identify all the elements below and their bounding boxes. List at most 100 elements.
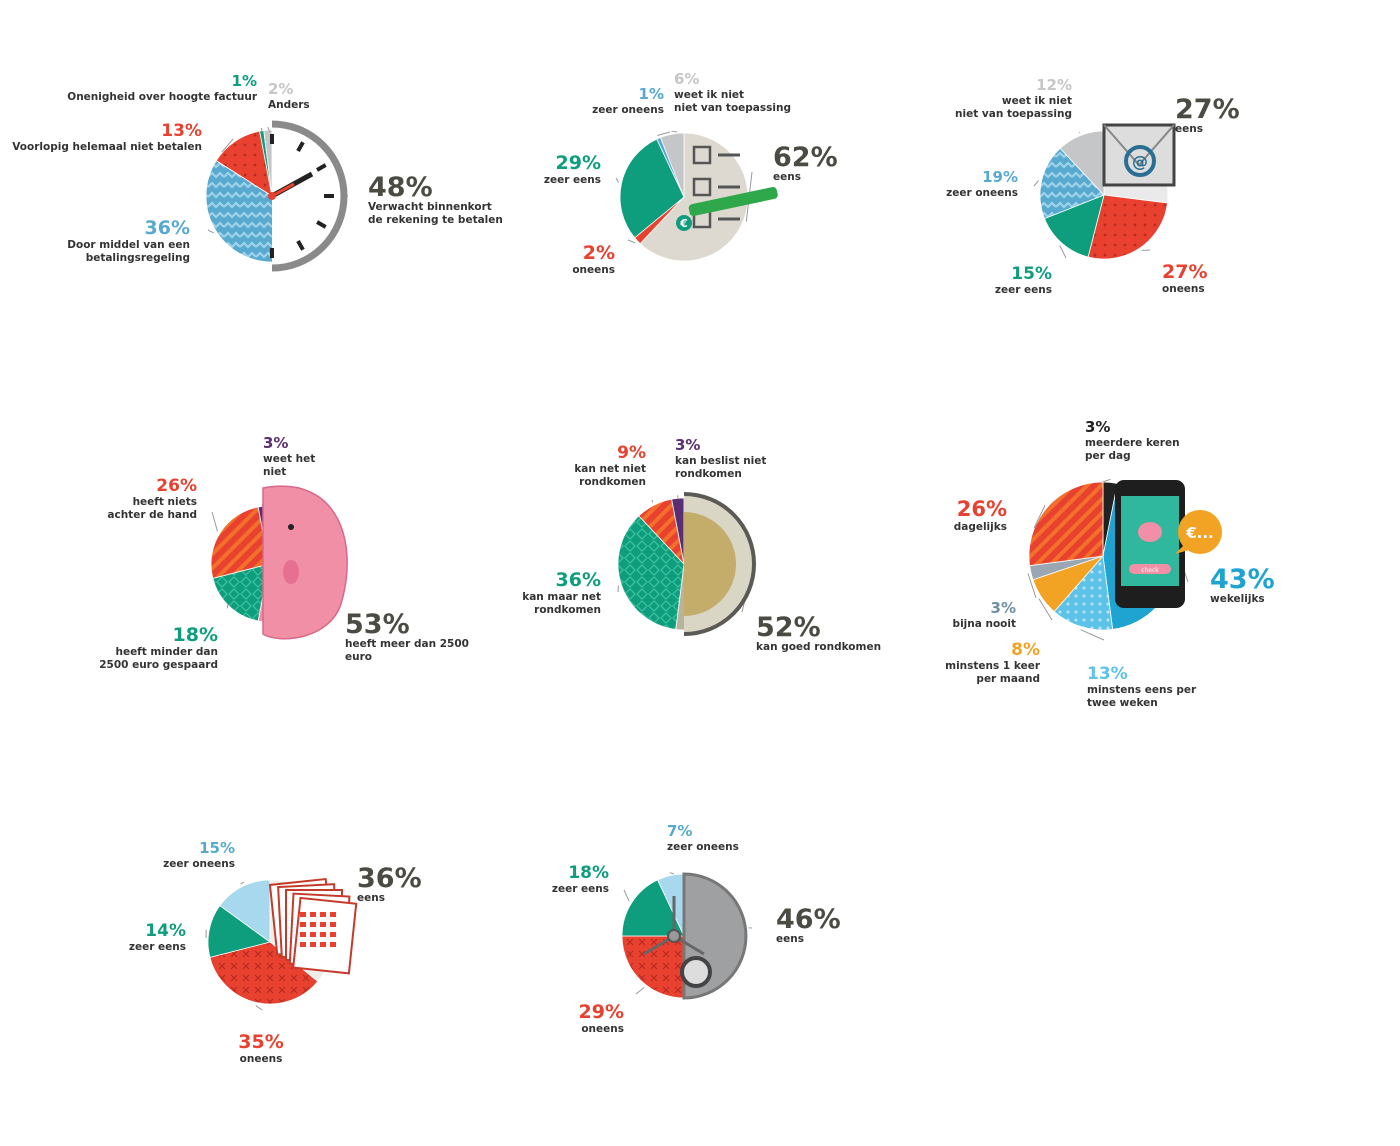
slice-percentage: 27%: [1175, 94, 1240, 125]
slice-percentage: 15%: [1011, 264, 1052, 284]
piggy-bank-icon: [262, 485, 348, 640]
slice-label: niet van toepassing: [955, 108, 1072, 120]
slice-percentage: 14%: [145, 921, 186, 941]
pie-chart-7: 36%eens 35%oneens 14%zeer eens 15%zeer onee…: [129, 839, 422, 1065]
slice-percentage: 12%: [1036, 76, 1072, 94]
slice-percentage: 29%: [579, 1001, 624, 1023]
slice-label: eens: [357, 892, 385, 904]
slice-percentage: 2%: [268, 80, 293, 98]
slice-label: heeft niets: [133, 496, 197, 508]
slice-label: per maand: [976, 673, 1040, 685]
slice-percentage: 35%: [238, 1031, 283, 1053]
email-envelope-icon: @: [1102, 123, 1176, 187]
slice-label: zeer oneens: [946, 187, 1018, 199]
pie-slice: [219, 879, 271, 943]
slice-label: heeft minder dan: [115, 646, 218, 658]
pie-slice: [209, 941, 319, 1005]
slice-label: rondkomen: [579, 476, 646, 488]
pie-slice: [263, 129, 273, 197]
pie-slice: [1053, 555, 1114, 631]
leader-line: [207, 229, 214, 234]
pie-chart-8: 46%eens 29%oneens 18%zeer eens 7%zeer oneen…: [552, 822, 841, 1035]
slice-label: zeer eens: [544, 174, 601, 186]
slice-percentage: 18%: [568, 863, 609, 883]
leader-line: [1033, 180, 1039, 187]
slice-percentage: 26%: [957, 497, 1007, 521]
leader-line: [1027, 573, 1037, 599]
smartphone-icon: check €...: [1115, 480, 1222, 608]
leader-line: [1038, 598, 1053, 621]
slice-label: kan beslist niet: [675, 455, 766, 467]
slice-label: weet ik niet: [1002, 95, 1072, 107]
slice-percentage: 27%: [1162, 261, 1207, 283]
slice-percentage: 53%: [345, 609, 410, 640]
leader-line: [240, 881, 245, 885]
slice-percentage: 18%: [173, 624, 218, 646]
slice-label: dagelijks: [954, 521, 1007, 533]
slice-label: Verwacht binnenkort: [368, 201, 492, 213]
slice-label: weet het: [263, 453, 315, 465]
pie-slice: [212, 563, 270, 622]
slice-percentage: 7%: [667, 822, 692, 840]
slice-label: meerdere keren: [1085, 437, 1180, 449]
slice-label: 2500 euro gespaard: [99, 659, 218, 671]
pie-slice: [1028, 481, 1104, 567]
slice-label: kan goed rondkomen: [756, 641, 881, 653]
pie-slice: [207, 904, 271, 958]
slice-label: minstens eens per: [1087, 684, 1197, 696]
slice-percentage: 52%: [756, 612, 821, 643]
slice-percentage: 36%: [556, 569, 601, 591]
pie-slice: [210, 506, 270, 579]
pie-slice: [1039, 147, 1105, 220]
leader-line: [1078, 131, 1081, 134]
slice-label: achter de hand: [107, 509, 197, 521]
clock-icon: [268, 120, 348, 272]
slice-percentage: 43%: [1210, 564, 1275, 595]
slice-label: kan net niet: [574, 463, 646, 475]
euro-coin-icon: [683, 492, 756, 636]
slice-label: rondkomen: [675, 468, 742, 480]
calendar-icon: [268, 877, 358, 975]
pie-slice: [205, 160, 281, 263]
checklist-pencil-icon: €: [676, 145, 778, 231]
slice-label: eens: [1175, 123, 1203, 135]
slice-label: zeer oneens: [163, 858, 235, 870]
leader-line: [615, 177, 620, 183]
leader-line: [1059, 245, 1067, 259]
leader-line: [260, 127, 263, 133]
slice-percentage: 36%: [145, 217, 190, 239]
leader-line: [211, 511, 218, 532]
slice-label: wekelijks: [1210, 593, 1265, 605]
slice-label: oneens: [1162, 283, 1205, 295]
pie-chart-2: 62%eens 2%oneens 29%zeer eens 1%zeer oneens…: [544, 70, 838, 276]
leader-line: [267, 126, 271, 133]
slice-label: niet: [263, 466, 286, 478]
leader-line: [657, 131, 671, 136]
slice-label: eens: [776, 933, 804, 945]
pie-slice: [1043, 194, 1105, 258]
slice-label: Door middel van een: [67, 239, 190, 251]
slice-percentage: 29%: [556, 152, 601, 174]
slice-percentage: 46%: [776, 904, 841, 935]
leader-line: [1080, 629, 1105, 641]
slice-label: zeer eens: [552, 883, 609, 895]
slice-percentage: 3%: [263, 434, 288, 452]
slice-label: zeer oneens: [592, 104, 664, 116]
slice-label: rondkomen: [534, 604, 601, 616]
slice-label: oneens: [581, 1023, 624, 1035]
slice-label: oneens: [572, 264, 615, 276]
svg-text:€: €: [679, 217, 688, 230]
slice-label: twee weken: [1087, 697, 1158, 709]
slice-label: betalingsregeling: [86, 252, 190, 264]
slice-label: zeer eens: [129, 941, 186, 953]
leader-line: [651, 499, 654, 503]
slice-percentage: 8%: [1011, 640, 1040, 660]
slice-percentage: 13%: [1087, 664, 1128, 684]
slice-label: per dag: [1085, 450, 1131, 462]
leader-line: [627, 239, 636, 244]
